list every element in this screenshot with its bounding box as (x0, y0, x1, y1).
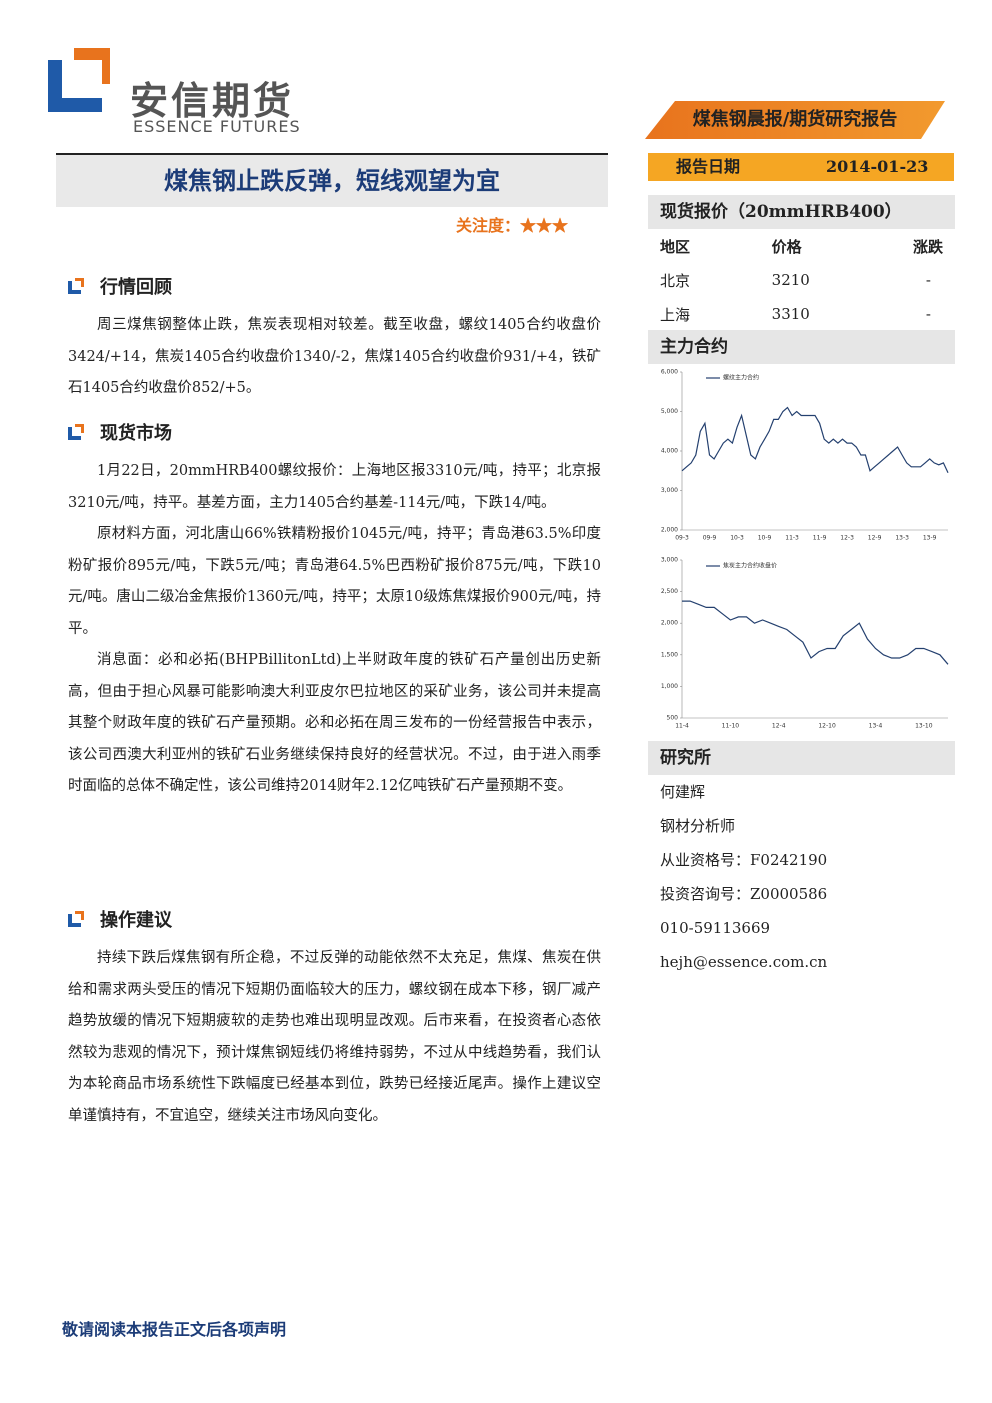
x-tick-label: 13-3 (895, 535, 909, 542)
logo-text: 安信期货 (130, 79, 295, 123)
paragraph: 1月22日，20mmHRB400螺纹报价：上海地区报3310元/吨，持平；北京报… (68, 463, 601, 511)
x-tick-label: 11-4 (675, 723, 689, 730)
x-tick-label: 11-10 (722, 723, 740, 730)
y-tick-label: 2,500 (661, 588, 678, 595)
research-line: 从业资格号：F0242190 (660, 851, 828, 869)
cell: 北京 (660, 271, 691, 290)
heading-icon (68, 278, 84, 294)
y-tick-label: 3,000 (661, 557, 678, 564)
x-tick-label: 12-3 (840, 535, 854, 542)
x-tick-label: 13-4 (869, 723, 883, 730)
attention: 关注度：★★★ (456, 216, 569, 235)
heading-icon (68, 911, 84, 927)
x-tick-label: 12-4 (772, 723, 786, 730)
side-heading-text: 现货报价（20mmHRB400） (660, 202, 902, 222)
section: 行情回顾周三煤焦钢整体止跌，焦炭表现相对较差。截至收盘，螺纹1405合约收盘价3… (68, 270, 601, 405)
date-row: 报告日期 2014-01-23 (648, 153, 954, 181)
y-tick-label: 500 (667, 715, 679, 722)
side-heading: 主力合约 (648, 330, 955, 364)
x-tick-label: 13-10 (915, 723, 933, 730)
th: 地区 (660, 237, 691, 256)
legend-label: 螺纹主力合约 (723, 374, 759, 382)
section: 现货市场 1月22日，20mmHRB400螺纹报价：上海地区报3310元/吨，持平… (68, 416, 601, 803)
section: 操作建议持续下跌后煤焦钢有所企稳，不过反弹的动能依然不太充足，焦煤、焦炭在供给和… (68, 903, 601, 1132)
y-tick-label: 3,000 (661, 487, 678, 494)
chart: 500 1,000 1,500 2,000 2,500 3,000 11-4 11-10 12-… (661, 557, 949, 730)
x-tick-label: 13-9 (923, 535, 937, 542)
report-title: 煤焦钢止跌反弹，短线观望为宜 (56, 153, 608, 207)
research-line: 钢材分析师 (660, 817, 736, 835)
cell: 上海 (660, 305, 691, 324)
section-heading-text: 现货市场 (100, 423, 172, 444)
research-line: hejh@essence.com.cn (660, 953, 828, 971)
spot-table: 地区 价格 涨跌 北京 3210 - 上海 3310 - (648, 229, 955, 331)
side-heading-text: 研究所 (660, 748, 711, 768)
paragraph: 持续下跌后煤焦钢有所企稳，不过反弹的动能依然不太充足，焦煤、焦炭在供给和需求两头… (68, 950, 601, 1124)
y-tick-label: 6,000 (661, 369, 678, 376)
date-label: 报告日期 (676, 157, 741, 176)
research-line: 投资咨询号：Z0000586 (660, 885, 828, 903)
cell: - (925, 305, 931, 323)
x-tick-label: 10-9 (758, 535, 772, 542)
logo-mark (48, 48, 110, 112)
banner: 煤焦钢晨报/期货研究报告 (645, 101, 945, 139)
logo-subtext: ESSENCE FUTURES (133, 117, 301, 136)
chart: 2,000 3,000 4,000 5,000 6,000 09-3 09-9 10-3 10-… (661, 369, 949, 542)
heading-icon (68, 424, 84, 440)
x-tick-label: 12-9 (868, 535, 882, 542)
section-heading-text: 行情回顾 (100, 277, 172, 298)
y-tick-label: 1,500 (661, 651, 678, 658)
research-line: 010-59113669 (660, 919, 771, 937)
cell: 3310 (771, 305, 810, 323)
y-tick-label: 2,000 (661, 620, 678, 627)
section-heading: 操作建议 (68, 903, 601, 935)
cell: - (925, 271, 931, 289)
section-heading-text: 操作建议 (100, 910, 172, 931)
th: 涨跌 (912, 237, 943, 256)
research-info: 何建辉钢材分析师从业资格号：F0242190 投资咨询号：Z0000586 010-… (660, 775, 827, 979)
paragraph: 消息面：必和必拓(BHPBillitonLtd)上半财政年度的铁矿石产量创出历史… (68, 652, 601, 794)
spacer (68, 302, 601, 310)
research-line: 何建辉 (660, 783, 706, 801)
table-header: 地区 价格 涨跌 (648, 229, 955, 263)
side-heading: 现货报价（20mmHRB400） (648, 195, 955, 229)
x-tick-label: 10-3 (730, 535, 744, 542)
paragraph: 原材料方面，河北唐山66%铁精粉报价1045元/吨，持平；青岛港63.5%印度粉… (68, 526, 601, 637)
y-tick-label: 5,000 (661, 408, 678, 415)
x-tick-label: 11-9 (813, 535, 827, 542)
footer: 敬请阅读本报告正文后各项声明 (62, 1320, 287, 1339)
y-tick-label: 1,000 (661, 683, 678, 690)
section-heading: 现货市场 (68, 416, 601, 448)
section-heading: 行情回顾 (68, 270, 601, 302)
x-tick-label: 11-3 (785, 535, 799, 542)
series-line (682, 600, 949, 665)
x-tick-label: 09-3 (675, 535, 689, 542)
x-tick-label: 12-10 (818, 723, 836, 730)
date: 2014-01-23 (826, 157, 929, 176)
table-row: 上海 3310 - (648, 297, 955, 331)
table-row: 北京 3210 - (648, 263, 955, 297)
side-heading: 研究所 (648, 741, 955, 775)
th: 价格 (771, 237, 802, 256)
x-tick-label: 09-9 (703, 535, 717, 542)
side-heading-text: 主力合约 (660, 337, 728, 357)
spacer (68, 935, 601, 943)
spacer (68, 448, 601, 456)
legend-label: 焦炭主力合约收盘价 (723, 562, 777, 570)
series-line (681, 406, 949, 473)
paragraph: 周三煤焦钢整体止跌，焦炭表现相对较差。截至收盘，螺纹1405合约收盘价3424/… (68, 317, 601, 396)
y-tick-label: 2,000 (661, 527, 678, 534)
cell: 3210 (771, 271, 810, 289)
y-tick-label: 4,000 (661, 448, 678, 455)
